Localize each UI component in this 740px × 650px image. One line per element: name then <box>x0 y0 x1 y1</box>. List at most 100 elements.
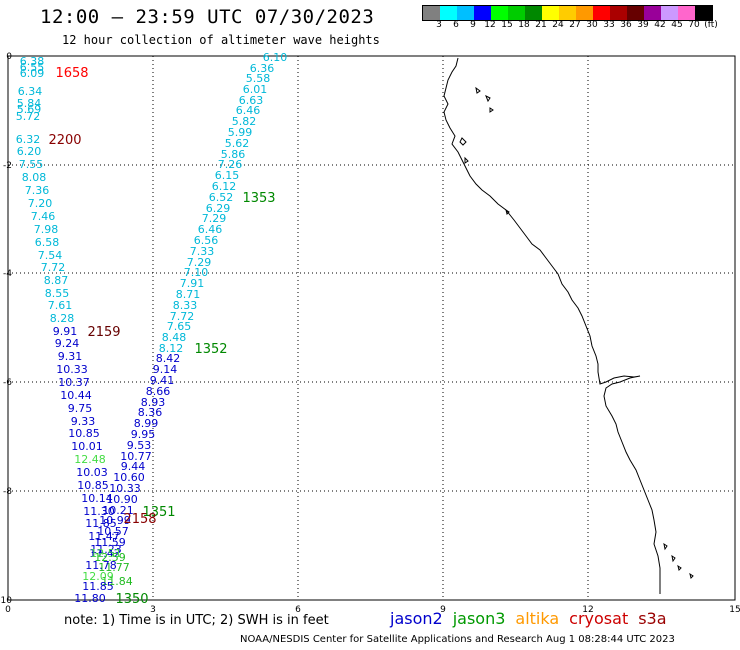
wave-height-value: 6.46 <box>236 104 261 117</box>
wave-height-value: 6.12 <box>212 180 237 193</box>
credit-line: NOAA/NESDIS Center for Satellite Applica… <box>240 634 675 645</box>
wave-height-value: 7.10 <box>184 266 209 279</box>
wave-height-value: 9.91 <box>53 325 78 338</box>
wave-height-value: 12.48 <box>74 453 106 466</box>
pass-time-label: 1351 <box>142 505 175 520</box>
pass-time-label: 1350 <box>115 592 148 607</box>
wave-height-value: 10.37 <box>58 376 90 389</box>
wave-height-value: 9.33 <box>71 415 96 428</box>
wave-height-value: 10.57 <box>97 525 129 538</box>
wave-height-value: 11.85 <box>85 517 117 530</box>
wave-height-value: 6.52 <box>209 191 234 204</box>
color-swatch <box>661 6 678 20</box>
wave-height-value: 8.87 <box>44 274 69 287</box>
wave-height-value: 6.46 <box>198 223 223 236</box>
wave-height-value: 7.72 <box>170 310 195 323</box>
color-scale-label: 45 <box>671 20 683 30</box>
pass-time-label: 1658 <box>55 66 88 81</box>
legend-item: cryosat <box>569 609 629 628</box>
satellite-legend: jason2 jason3 altika cryosat s3a <box>390 609 677 628</box>
wave-height-value: 8.48 <box>162 331 187 344</box>
wave-height-value: 9.31 <box>58 350 83 363</box>
altimeter-tracks: 6.106.365.586.016.636.465.825.995.625.86… <box>16 51 288 605</box>
wave-height-value: 11.42 <box>89 547 121 560</box>
track-track-d: 6.386.556.09 6.345.845.695.72 6.326.207.55… <box>16 55 75 325</box>
wave-height-value: 7.46 <box>31 210 56 223</box>
footer-note: note: 1) Time is in UTC; 2) SWH is in fe… <box>64 613 329 628</box>
wave-height-value: 9.44 <box>121 460 146 473</box>
wave-height-value: 9.95 <box>131 428 156 441</box>
wave-height-value: 6.55 <box>20 61 45 74</box>
x-tick-label: 3 <box>150 605 156 615</box>
pass-time-label: 1353 <box>242 191 275 206</box>
y-tick-label: 0 <box>6 52 12 62</box>
color-swatch <box>423 6 440 20</box>
wave-height-value: 8.08 <box>22 171 47 184</box>
wave-height-value: 6.36 <box>250 62 275 75</box>
wave-height-value: 10.01 <box>71 440 103 453</box>
wave-height-value: 7.55 <box>19 158 44 171</box>
wave-height-value: 6.32 <box>16 133 41 146</box>
pass-time-label: 2158 <box>123 512 156 527</box>
wave-height-value: 8.28 <box>50 312 75 325</box>
wave-height-value: 6.01 <box>243 83 268 96</box>
pass-time-label: 2159 <box>87 325 120 340</box>
page-title: 12:00 — 23:59 UTC 07/30/2023 <box>40 6 375 28</box>
wave-height-value: 8.36 <box>138 406 163 419</box>
color-swatch <box>627 6 644 20</box>
color-scale-label: 42 <box>654 20 666 30</box>
wave-height-value: 12.59 <box>94 551 126 564</box>
wave-height-value: 10.99 <box>99 514 131 527</box>
wave-height-value: 6.38 <box>20 55 45 68</box>
track-track-e: 9.919.249.3110.3310.3710.449.759.3310.85… <box>53 325 122 605</box>
wave-height-value: 10.90 <box>106 493 138 506</box>
page-subtitle: 12 hour collection of altimeter wave hei… <box>62 33 380 47</box>
wave-height-value: 7.20 <box>28 197 53 210</box>
x-tick-label: 9 <box>440 605 446 615</box>
wave-height-value: 8.93 <box>141 396 166 409</box>
wave-height-value: 7.29 <box>202 212 227 225</box>
color-scale-label: 24 <box>552 20 564 30</box>
wave-height-value: 11.78 <box>85 559 117 572</box>
wave-height-value: 6.29 <box>206 202 231 215</box>
x-tick-label: 12 <box>582 605 593 615</box>
color-scale-label: 15 <box>501 20 513 30</box>
y-tick-label: -2 <box>3 161 12 171</box>
wave-height-value: 8.42 <box>156 352 181 365</box>
wave-height-value: 11.23 <box>90 543 122 556</box>
x-tick-label: 0 <box>5 605 11 615</box>
y-tick-label: -4 <box>3 269 12 279</box>
wave-height-value: 10.85 <box>68 427 100 440</box>
wave-height-value: 5.86 <box>221 148 246 161</box>
color-scale-label: 6 <box>453 20 459 30</box>
color-scale-label: 36 <box>620 20 632 30</box>
wave-height-value: 7.33 <box>190 245 215 258</box>
wave-height-value: 10.14 <box>81 492 113 505</box>
color-scale-label: 39 <box>637 20 649 30</box>
wave-height-value: 8.66 <box>146 385 171 398</box>
wave-height-value: 7.98 <box>34 223 59 236</box>
color-swatch <box>576 6 593 20</box>
wave-height-value: 6.34 <box>18 85 43 98</box>
color-swatch <box>610 6 627 20</box>
color-swatch <box>593 6 610 20</box>
wave-height-value: 8.99 <box>134 417 159 430</box>
color-swatch <box>508 6 525 20</box>
wave-height-value: 9.24 <box>55 337 80 350</box>
wave-height-value: 7.54 <box>38 249 63 262</box>
wave-height-value: 5.82 <box>232 115 257 128</box>
wave-height-value: 6.56 <box>194 234 219 247</box>
wave-height-value: 9.41 <box>150 374 175 387</box>
wave-height-value: 9.75 <box>68 402 93 415</box>
wave-height-value: 6.63 <box>239 94 264 107</box>
color-swatch <box>525 6 542 20</box>
wave-height-value: 8.55 <box>45 287 70 300</box>
track-track-a: 6.106.365.586.016.636.465.825.995.625.86… <box>159 51 288 355</box>
color-swatch <box>542 6 559 20</box>
color-swatch <box>644 6 661 20</box>
x-tick-label: 6 <box>295 605 301 615</box>
track-track-f: 12.48 12.51 12.09 <box>74 453 122 583</box>
wave-height-value: 7.26 <box>218 158 243 171</box>
wave-height-value: 6.20 <box>17 145 42 158</box>
